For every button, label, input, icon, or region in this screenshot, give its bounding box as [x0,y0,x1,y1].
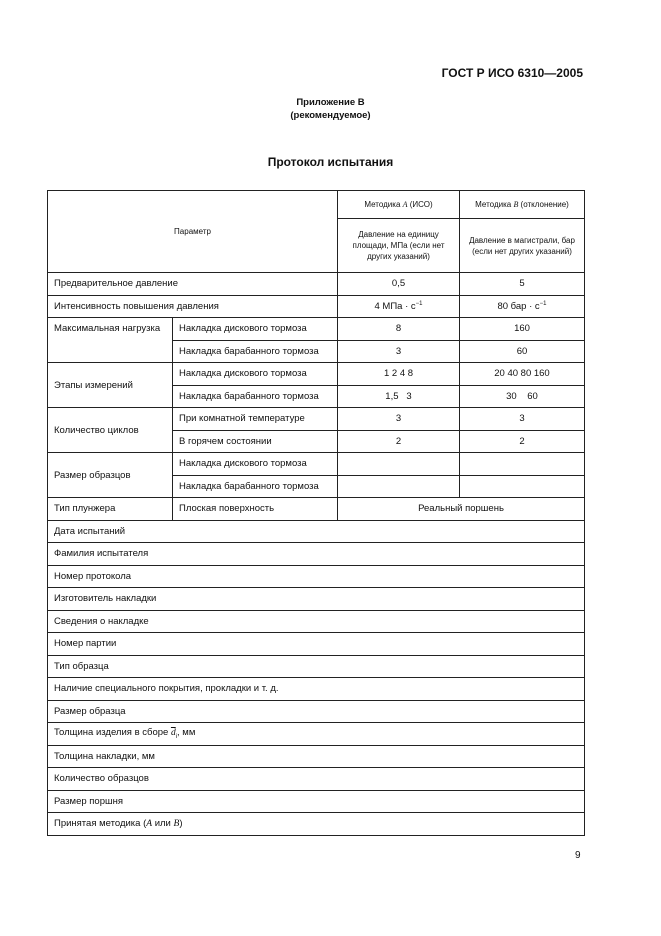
method-a-unit: Давление на единицу площади, МПа (если н… [337,218,460,273]
cell-value: 4 МПа · с−1 [337,294,460,318]
param-header: Параметр [47,190,338,273]
row-label: Максимальная нагрузка [47,317,173,363]
row-label: Размер поршня [47,789,585,813]
row-label: Размер образца [47,699,585,723]
row-label: Изготовитель накладки [47,587,585,611]
sub-label: Накладка барабанного тормоза [172,384,338,408]
method-b-unit: Давление в магистрали, бар (если нет дру… [459,218,585,273]
table-row: Толщина изделия в сборе di, мм [47,722,585,746]
table-row: Сведения о накладке [47,609,585,633]
cell-value: 20 40 80 160 [459,362,585,386]
row-label: Количество циклов [47,407,173,453]
row-label: Тип образца [47,654,585,678]
table-row: Тип образца [47,654,585,678]
table-row: Размер образцов Накладка дискового тормо… [47,452,585,498]
cell-value: 3 [337,339,460,363]
cell-value: 3 [459,407,585,431]
row-label: Принятая методика (A или B) [47,812,585,836]
cell-value: 2 [459,429,585,453]
sub-label: Накладка барабанного тормоза [172,474,338,498]
cell-value: 5 [459,272,585,296]
row-label: Номер партии [47,632,585,656]
sub-label: Накладка дискового тормоза [172,362,338,386]
annex-note: (рекомендуемое) [290,110,371,121]
table-row: Тип плунжера Плоская поверхность Реальны… [47,497,585,521]
row-label: Фамилия испытателя [47,542,585,566]
row-label: Размер образцов [47,452,173,498]
row-label: Этапы измерений [47,362,173,408]
empty-cell [337,452,460,476]
annex-heading: Приложение В (рекомендуемое) [0,96,661,122]
table-row: Количество образцов [47,767,585,791]
method-b-header: Методика B (отклонение) [459,190,585,219]
table-row: Этапы измерений Накладка дискового тормо… [47,362,585,408]
cell-value: Плоская поверхность [172,497,338,521]
table-row: В горячем состоянии 2 2 [48,429,585,453]
cell-value: 1,5 3 [337,384,460,408]
cell-value: Реальный поршень [337,497,585,521]
table-row: Максимальная нагрузка Накладка дискового… [47,317,585,363]
empty-cell [337,474,460,498]
table-row: Номер протокола [47,564,585,588]
cell-value: 2 [337,429,460,453]
table-unit-row: Давление на единицу площади, МПа (если н… [48,218,585,273]
document-title: Протокол испытания [267,155,394,169]
row-label: Наличие специального покрытия, прокладки… [47,677,585,701]
sub-label: Накладка дискового тормоза [172,452,338,476]
cell-value: 3 [337,407,460,431]
table-row: Номер партии [47,632,585,656]
sub-label: Накладка дискового тормоза [172,317,338,341]
cell-value: 1 2 4 8 [337,362,460,386]
row-label: Номер протокола [47,564,585,588]
table-row: Размер поршня [47,789,585,813]
table-row: Предварительное давление 0,5 5 [47,272,585,296]
row-label: Интенсивность повышения давления [47,294,338,318]
sub-label: При комнатной температуре [172,407,338,431]
empty-cell [459,474,585,498]
page-number: 9 [575,850,581,861]
row-label: Дата испытаний [47,519,585,543]
row-label: Толщина накладки, мм [47,744,585,768]
annex-title: Приложение В [296,97,365,108]
method-a-header: Методика A (ИСО) [337,190,460,219]
table-header-row: Параметр Методика A (ИСО) Методика B (от… [47,190,585,273]
row-label: Сведения о накладке [47,609,585,633]
table-row: Дата испытаний [47,519,585,543]
row-label: Тип плунжера [47,497,173,521]
cell-value: 80 бар · с−1 [459,294,585,318]
cell-value: 160 [459,317,585,341]
cell-value: 0,5 [337,272,460,296]
standard-number: ГОСТ Р ИСО 6310—2005 [441,66,583,80]
cell-value: 30 60 [459,384,585,408]
sub-label: В горячем состоянии [172,429,338,453]
table-row: Накладка барабанного тормоза [48,474,585,498]
row-label: Толщина изделия в сборе di, мм [47,722,585,746]
table-row: Изготовитель накладки [47,587,585,611]
cell-value: 60 [459,339,585,363]
table-row: Количество циклов При комнатной температ… [47,407,585,453]
table-row: Принятая методика (A или B) [47,812,585,836]
empty-cell [459,452,585,476]
table-row: Фамилия испытателя [47,542,585,566]
table-row: Размер образца [47,699,585,723]
sub-label: Накладка барабанного тормоза [172,339,338,363]
table-row: Наличие специального покрытия, прокладки… [47,677,585,701]
row-label: Предварительное давление [47,272,338,296]
table-row: Толщина накладки, мм [47,744,585,768]
test-protocol-table: Параметр Методика A (ИСО) Методика B (от… [47,190,585,836]
row-label: Количество образцов [47,767,585,791]
cell-value: 8 [337,317,460,341]
table-row: Интенсивность повышения давления 4 МПа ·… [47,294,585,318]
